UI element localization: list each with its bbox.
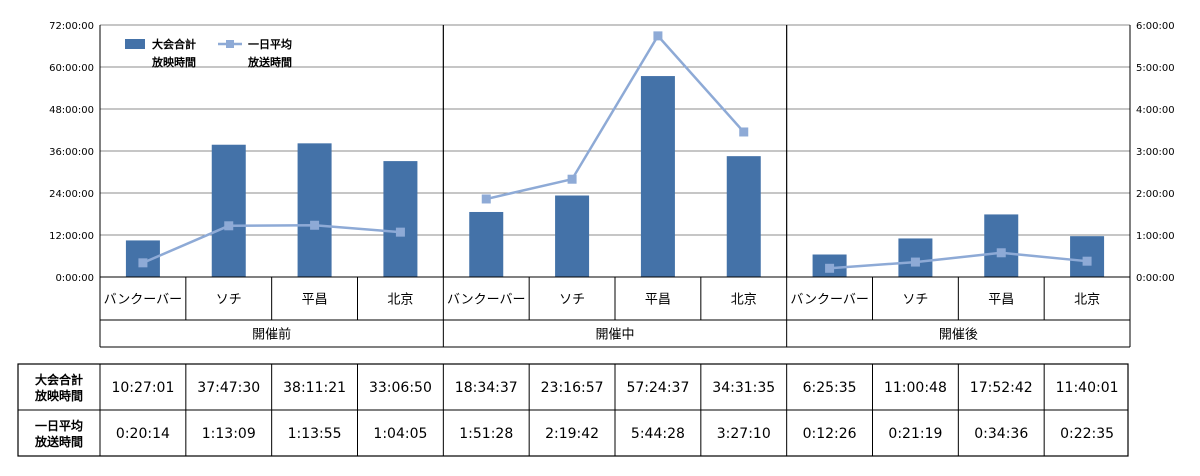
category-label: ソチ — [902, 293, 928, 308]
data-label: 11:00:48 — [884, 380, 947, 396]
data-label: 17:52:42 — [970, 380, 1033, 396]
data-label: 1:51:28 — [459, 426, 513, 442]
y-right-tick-label: 4:00:00 — [1136, 105, 1175, 116]
bar — [469, 211, 504, 277]
line-marker — [567, 174, 577, 184]
data-label: 0:12:26 — [803, 426, 857, 442]
line-marker — [825, 263, 835, 273]
line-marker — [481, 194, 491, 204]
data-label: 0:21:19 — [888, 426, 942, 442]
category-label: 平昌 — [645, 293, 671, 308]
line-marker — [224, 221, 234, 231]
data-label: 0:22:35 — [1060, 426, 1114, 442]
category-label: バンクーバー — [790, 293, 869, 308]
y-left-tick-label: 24:00:00 — [49, 189, 94, 200]
data-label: 2:19:42 — [545, 426, 599, 442]
category-label: 北京 — [1074, 293, 1100, 308]
data-label: 6:25:35 — [803, 380, 857, 396]
group-label: 開催中 — [595, 328, 634, 343]
category-label: 平昌 — [988, 293, 1014, 308]
data-label: 1:13:09 — [202, 426, 256, 442]
line-marker — [910, 257, 920, 267]
bar — [726, 156, 761, 277]
category-label: バンクーバー — [104, 293, 183, 308]
bar — [383, 161, 418, 277]
bar — [211, 144, 246, 277]
line-marker — [1082, 256, 1092, 266]
category-label: バンクーバー — [447, 293, 526, 308]
data-label: 11:40:01 — [1056, 380, 1119, 396]
data-label: 0:34:36 — [974, 426, 1028, 442]
data-label: 1:13:55 — [288, 426, 342, 442]
data-table-row-header: 一日平均 — [35, 418, 83, 433]
legend-bar-label: 放映時間 — [151, 55, 196, 69]
data-label: 3:27:10 — [717, 426, 771, 442]
legend-bar-label: 大会合計 — [152, 37, 196, 51]
y-left-tick-label: 48:00:00 — [49, 105, 94, 116]
y-right-tick-label: 3:00:00 — [1136, 147, 1175, 158]
data-label: 10:27:01 — [111, 380, 174, 396]
line-series — [142, 224, 401, 264]
line-series — [829, 251, 1088, 270]
y-right-tick-label: 2:00:00 — [1136, 189, 1175, 200]
data-label: 0:20:14 — [116, 426, 170, 442]
data-label: 57:24:37 — [626, 380, 689, 396]
data-label: 5:44:28 — [631, 426, 685, 442]
line-series — [485, 33, 745, 201]
bar — [297, 143, 332, 277]
legend-line-marker — [226, 40, 234, 48]
y-left-tick-label: 36:00:00 — [49, 147, 94, 158]
bar — [1070, 236, 1105, 277]
data-label: 33:06:50 — [369, 380, 432, 396]
line-marker — [310, 220, 320, 230]
group-label: 開催前 — [252, 327, 291, 343]
category-label: 北京 — [731, 293, 757, 308]
category-label: 北京 — [387, 293, 413, 308]
data-label: 34:31:35 — [712, 380, 775, 396]
y-right-tick-label: 6:00:00 — [1136, 21, 1175, 32]
data-table-row-header: 大会合計 — [35, 372, 83, 387]
category-label: ソチ — [216, 293, 242, 308]
data-label: 38:11:21 — [283, 380, 346, 396]
y-right-tick-label: 1:00:00 — [1136, 231, 1175, 242]
data-label: 23:16:57 — [541, 380, 604, 396]
legend-line-label: 一日平均 — [248, 37, 292, 51]
bar — [555, 195, 590, 277]
group-label: 開催後 — [939, 328, 978, 343]
bar — [640, 76, 675, 277]
y-left-tick-label: 12:00:00 — [49, 231, 94, 242]
line-marker — [653, 31, 663, 41]
y-left-tick-label: 60:00:00 — [49, 63, 94, 74]
data-label: 37:47:30 — [197, 380, 260, 396]
category-label: ソチ — [559, 293, 585, 308]
legend-line-label: 放送時間 — [247, 55, 292, 69]
data-table-row-header: 放映時間 — [34, 388, 83, 403]
line-marker — [739, 127, 749, 137]
line-marker — [138, 258, 148, 268]
bar — [984, 214, 1019, 277]
line-marker — [996, 248, 1006, 258]
y-left-tick-label: 0:00:00 — [55, 273, 94, 284]
y-left-tick-label: 72:00:00 — [49, 21, 94, 32]
category-label: 平昌 — [302, 293, 328, 308]
y-right-tick-label: 5:00:00 — [1136, 63, 1175, 74]
legend-bar-swatch — [125, 39, 145, 49]
y-right-tick-label: 0:00:00 — [1136, 273, 1175, 284]
line-marker — [395, 227, 405, 237]
data-label: 1:04:05 — [373, 426, 427, 442]
data-label: 18:34:37 — [455, 380, 518, 396]
data-table-row-header: 放送時間 — [34, 434, 83, 449]
